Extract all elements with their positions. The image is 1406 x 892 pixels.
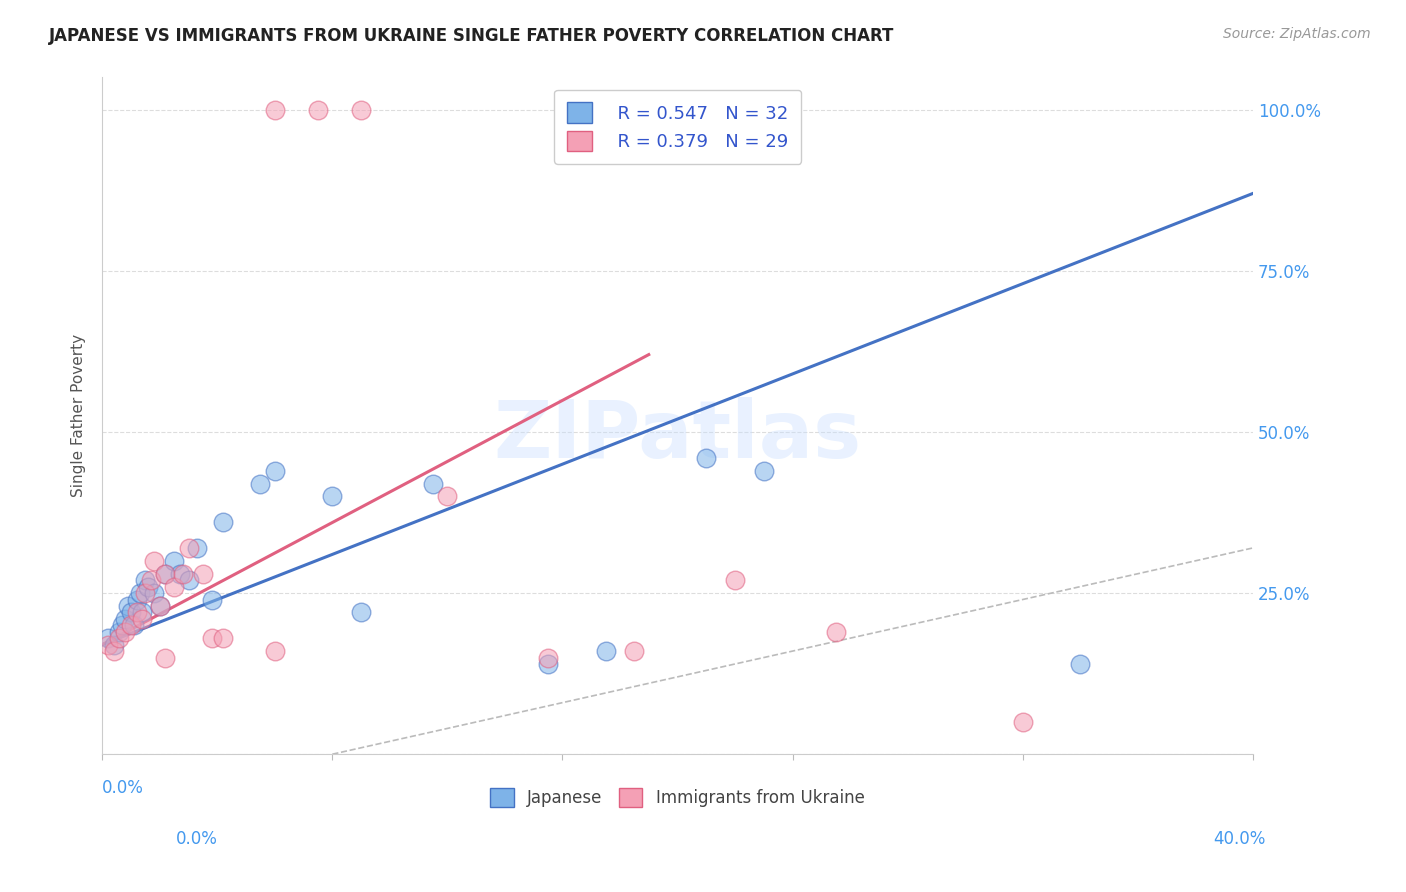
- Point: [136, 580, 159, 594]
- Point: [155, 566, 177, 581]
- Point: [163, 580, 186, 594]
- Y-axis label: Single Father Poverty: Single Father Poverty: [72, 334, 86, 498]
- Point: [752, 464, 775, 478]
- Point: [134, 573, 156, 587]
- Point: [149, 599, 172, 613]
- Point: [263, 464, 285, 478]
- Point: [134, 586, 156, 600]
- Point: [200, 631, 222, 645]
- Point: [155, 566, 177, 581]
- Point: [1011, 714, 1033, 729]
- Point: [128, 586, 150, 600]
- Point: [114, 624, 136, 639]
- Point: [436, 489, 458, 503]
- Point: [131, 606, 153, 620]
- Point: [143, 586, 166, 600]
- Point: [149, 599, 172, 613]
- Point: [114, 612, 136, 626]
- Text: JAPANESE VS IMMIGRANTS FROM UKRAINE SINGLE FATHER POVERTY CORRELATION CHART: JAPANESE VS IMMIGRANTS FROM UKRAINE SING…: [49, 27, 894, 45]
- Point: [263, 103, 285, 117]
- Point: [111, 618, 134, 632]
- Point: [120, 606, 142, 620]
- Point: [117, 599, 139, 613]
- Point: [422, 476, 444, 491]
- Point: [169, 566, 191, 581]
- Point: [143, 554, 166, 568]
- Point: [212, 515, 235, 529]
- Point: [350, 103, 373, 117]
- Point: [824, 624, 846, 639]
- Point: [155, 650, 177, 665]
- Point: [263, 644, 285, 658]
- Point: [623, 644, 645, 658]
- Point: [163, 554, 186, 568]
- Text: 0.0%: 0.0%: [103, 779, 143, 797]
- Point: [131, 612, 153, 626]
- Point: [186, 541, 208, 555]
- Point: [172, 566, 194, 581]
- Point: [537, 657, 560, 671]
- Point: [200, 592, 222, 607]
- Point: [122, 618, 145, 632]
- Point: [191, 566, 214, 581]
- Legend: Japanese, Immigrants from Ukraine: Japanese, Immigrants from Ukraine: [484, 781, 872, 814]
- Text: ZIPatlas: ZIPatlas: [494, 397, 862, 475]
- Point: [97, 631, 120, 645]
- Point: [177, 541, 200, 555]
- Point: [695, 450, 717, 465]
- Point: [249, 476, 271, 491]
- Point: [103, 644, 125, 658]
- Point: [177, 573, 200, 587]
- Text: 0.0%: 0.0%: [176, 830, 218, 847]
- Point: [350, 606, 373, 620]
- Point: [108, 624, 131, 639]
- Point: [537, 650, 560, 665]
- Text: 40.0%: 40.0%: [1213, 830, 1265, 847]
- Point: [595, 644, 617, 658]
- Text: Source: ZipAtlas.com: Source: ZipAtlas.com: [1223, 27, 1371, 41]
- Point: [139, 573, 162, 587]
- Point: [307, 103, 329, 117]
- Point: [212, 631, 235, 645]
- Point: [108, 631, 131, 645]
- Point: [1069, 657, 1091, 671]
- Point: [125, 592, 148, 607]
- Point: [125, 606, 148, 620]
- Point: [103, 638, 125, 652]
- Point: [97, 638, 120, 652]
- Point: [724, 573, 747, 587]
- Point: [321, 489, 343, 503]
- Point: [120, 618, 142, 632]
